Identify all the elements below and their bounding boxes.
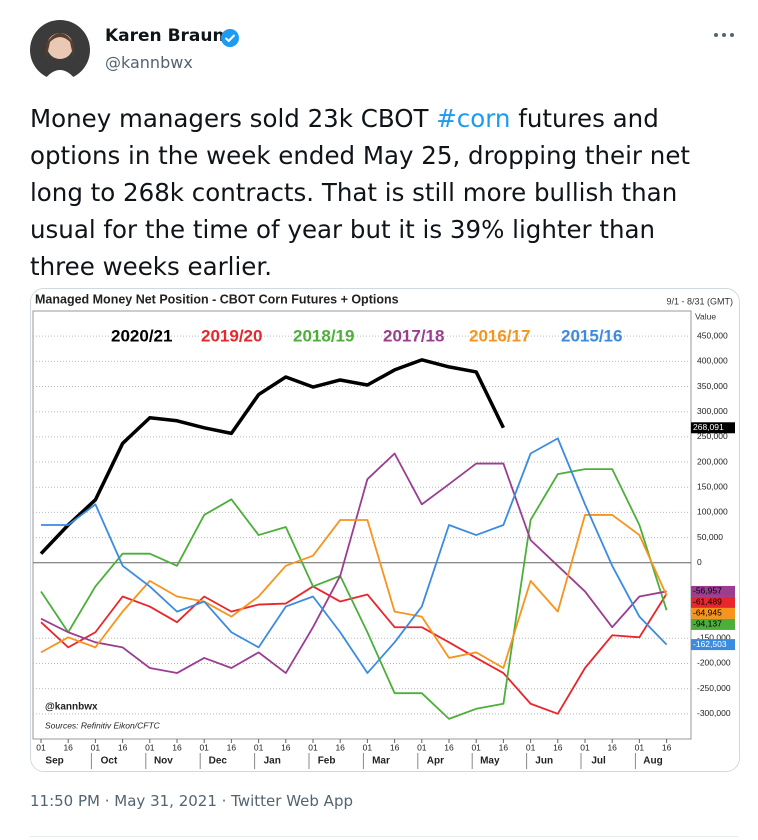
- x-tick-label: 01: [91, 742, 101, 752]
- credit: @kannbwx: [45, 702, 98, 713]
- month-label: Mar: [372, 756, 390, 767]
- x-tick-label: 16: [390, 742, 400, 752]
- tweet-text: Money managers sold 23k CBOT #corn futur…: [30, 100, 710, 285]
- value-tag-label: -94,137: [693, 619, 722, 629]
- y-tick-label: -250,000: [697, 683, 731, 693]
- tweet-meta: 11:50 PM · May 31, 2021 · Twitter Web Ap…: [30, 792, 353, 810]
- y-tick-label: 50,000: [697, 532, 723, 542]
- x-tick-label: 16: [444, 742, 454, 752]
- month-label: Aug: [643, 756, 662, 767]
- legend-entry: 2019/20: [201, 326, 262, 345]
- value-tag: [691, 585, 735, 597]
- x-tick-label: 16: [335, 742, 345, 752]
- y-tick-label: -150,000: [697, 633, 731, 643]
- x-tick-label: 16: [63, 742, 73, 752]
- legend-entry: 2015/16: [561, 326, 622, 345]
- value-tag: [691, 639, 735, 651]
- x-tick-label: 16: [172, 742, 182, 752]
- x-tick-label: 16: [281, 742, 291, 752]
- y-tick-label: -200,000: [697, 658, 731, 668]
- legend-entry: 2017/18: [383, 326, 444, 345]
- text: futures and options in the week ended Ma…: [30, 104, 690, 281]
- series-line: [39, 358, 505, 555]
- hashtag[interactable]: #corn: [436, 104, 511, 133]
- series-line: [40, 514, 668, 669]
- x-tick-label: 01: [635, 742, 645, 752]
- x-tick-label: 01: [580, 742, 590, 752]
- y-tick-label: 100,000: [697, 507, 728, 517]
- value-tag-label: 268,091: [693, 422, 724, 432]
- value-tag-label: -56,957: [693, 586, 722, 596]
- source: Sources: Refinitiv Eikon/CFTC: [45, 720, 161, 730]
- y-tick-label: 450,000: [697, 330, 728, 340]
- month-label: Jan: [264, 756, 281, 767]
- x-tick-label: 01: [471, 742, 481, 752]
- series-line: [40, 452, 667, 674]
- more-button[interactable]: [712, 30, 736, 40]
- value-tag-label: -61,489: [693, 597, 722, 607]
- plot-frame: [32, 310, 692, 740]
- series-line: [41, 437, 668, 674]
- y-tick-label: 250,000: [697, 431, 728, 441]
- x-tick-label: 16: [118, 742, 128, 752]
- chart-title: Managed Money Net Position - CBOT Corn F…: [35, 292, 399, 306]
- month-label: Jun: [535, 756, 553, 767]
- x-tick-label: 01: [199, 742, 209, 752]
- y-tick-label: 350,000: [697, 381, 728, 391]
- series-line: [40, 585, 668, 715]
- x-tick-label: 01: [36, 742, 46, 752]
- y-tick-label: -300,000: [697, 708, 731, 718]
- value-tag: [691, 422, 735, 434]
- x-tick-label: 16: [499, 742, 509, 752]
- x-tick-label: 01: [526, 742, 536, 752]
- month-label: Nov: [154, 756, 173, 767]
- x-tick-label: 16: [227, 742, 237, 752]
- value-tag: [691, 596, 735, 608]
- month-label: Feb: [318, 756, 336, 767]
- x-tick-label: 01: [363, 742, 373, 752]
- y-tick-label: 0: [697, 557, 702, 567]
- series-line: [40, 468, 668, 720]
- x-tick-label: 01: [417, 742, 427, 752]
- y-tick-label: 150,000: [697, 481, 728, 491]
- divider: [30, 836, 738, 837]
- month-label: Apr: [427, 756, 444, 767]
- chart-image[interactable]: Managed Money Net Position - CBOT Corn F…: [30, 288, 740, 772]
- chart: Managed Money Net Position - CBOT Corn F…: [31, 289, 739, 771]
- month-label: Oct: [101, 756, 118, 767]
- y-tick-label: 400,000: [697, 356, 728, 366]
- y-tick-label: 200,000: [697, 456, 728, 466]
- text: Money managers sold 23k CBOT: [30, 104, 437, 133]
- legend-entry: 2018/19: [293, 326, 354, 345]
- x-tick-label: 01: [308, 742, 318, 752]
- x-tick-label: 16: [553, 742, 563, 752]
- y-tick-label: 300,000: [697, 406, 728, 416]
- avatar[interactable]: [30, 20, 90, 80]
- value-tag: [691, 607, 735, 619]
- value-tag-label: -162,503: [693, 639, 727, 649]
- month-label: Jul: [591, 756, 606, 767]
- x-tick-label: 01: [145, 742, 155, 752]
- display-name[interactable]: Karen Braun: [105, 26, 225, 46]
- month-label: May: [480, 756, 500, 767]
- legend-entry: 2016/17: [469, 326, 530, 345]
- handle[interactable]: @kannbwx: [105, 53, 193, 72]
- value-tag-label: -64,945: [693, 608, 722, 618]
- x-tick-label: 16: [662, 742, 672, 752]
- value-tag: [691, 618, 735, 630]
- x-tick-label: 16: [607, 742, 617, 752]
- legend-entry: 2020/21: [111, 326, 172, 345]
- month-label: Sep: [45, 756, 63, 767]
- y-axis-label: Value: [695, 311, 716, 321]
- verified-badge: [221, 29, 239, 47]
- chart-subtitle: 9/1 - 8/31 (GMT): [666, 296, 733, 306]
- month-label: Dec: [209, 756, 228, 767]
- x-tick-label: 01: [254, 742, 264, 752]
